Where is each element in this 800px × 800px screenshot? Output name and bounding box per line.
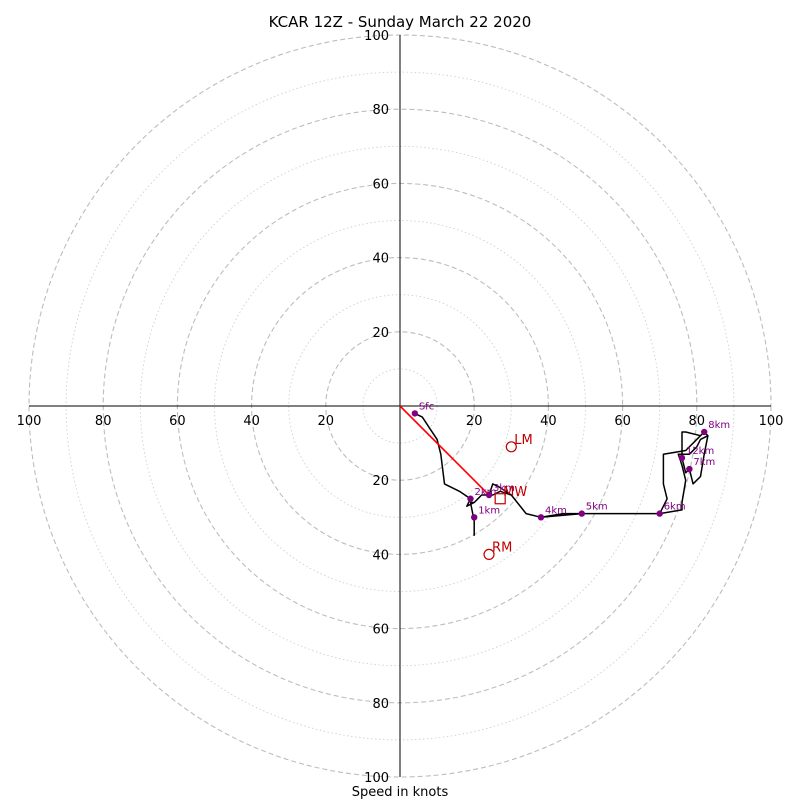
tick-labels: 20 20 20 20 40 40 40 40 60 60 60 60 80 80 80 80 100 100 10… [17, 29, 784, 786]
storm-motion-label: MW [503, 485, 527, 500]
height-marker-point [537, 514, 545, 521]
x-tick-label: 40 [540, 414, 557, 429]
x-tick-label: 100 [759, 414, 784, 429]
height-marker-point [701, 428, 708, 436]
x-tick-label: 20 [318, 414, 335, 429]
height-marker-point [578, 510, 585, 517]
storm-motion-marker [494, 493, 506, 505]
height-marker-label: 4km [545, 505, 567, 516]
height-marker-point [656, 510, 663, 517]
chart-title: KCAR 12Z - Sunday March 22 2020 [269, 13, 532, 31]
x-tick-label: 60 [169, 414, 186, 429]
x-tick-label: 40 [243, 414, 260, 429]
height-marker-label: 6km [664, 502, 686, 513]
x-tick-label: 80 [95, 414, 112, 429]
x-tick-label: 60 [614, 414, 631, 429]
height-marker-label: 7km [693, 457, 715, 468]
height-marker-point [411, 410, 419, 417]
height-marker-label: 2km [474, 487, 496, 498]
height-marker-label: Sfc [419, 401, 434, 412]
x-tick-label: 80 [689, 414, 706, 429]
storm-motion-label: LM [514, 433, 532, 448]
height-marker-label: 8km [708, 420, 730, 431]
shear-vector-line [399, 405, 490, 496]
height-marker-point [467, 495, 474, 502]
y-tick-label: 20 [372, 326, 389, 341]
y-tick-label: 60 [372, 177, 389, 192]
storm-motion-marker [505, 441, 517, 453]
height-marker-point [678, 454, 686, 462]
height-marker-point [471, 514, 478, 521]
y-tick-label: 80 [372, 697, 389, 712]
y-tick-label: 40 [372, 548, 389, 563]
x-tick-label: 20 [466, 414, 483, 429]
y-tick-label: 60 [372, 623, 389, 638]
y-tick-label: 100 [364, 29, 389, 44]
x-axis-label: Speed in knots [352, 785, 449, 800]
storm-motion-marker [483, 548, 495, 561]
y-tick-label: 80 [372, 103, 389, 118]
height-marker-label: 12km [686, 446, 714, 457]
x-tick-label: 100 [17, 414, 42, 429]
y-tick-label: 100 [364, 771, 389, 786]
height-marker-point [686, 465, 693, 473]
height-marker-label: 1km [478, 505, 500, 516]
storm-motion-label: RM [492, 540, 512, 555]
hodograph-trace [414, 412, 709, 536]
height-marker-label: 3km [493, 483, 515, 494]
y-tick-label: 20 [372, 474, 389, 489]
y-tick-label: 40 [372, 252, 389, 267]
height-marker-label: 5km [586, 502, 608, 513]
height-marker-point [485, 491, 493, 499]
